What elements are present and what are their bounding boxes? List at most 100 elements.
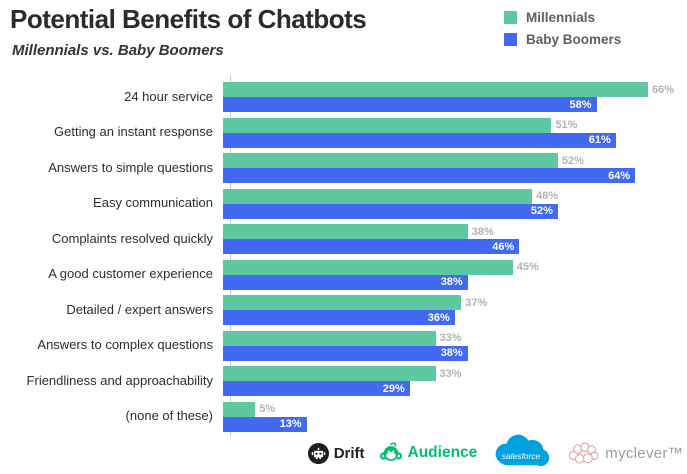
chart-rows: 24 hour service 66% 58% Getting an instant … <box>0 82 687 437</box>
millennials-value: 51% <box>555 119 578 131</box>
y-axis-line <box>230 76 231 436</box>
chart-row: A good customer experience 45% 38% <box>0 259 687 290</box>
bar-chart: 24 hour service 66% 58% Getting an instant … <box>0 76 687 438</box>
bar-line: 66% <box>223 82 687 97</box>
baby-boomers-value: 36% <box>427 311 450 324</box>
baby-boomers-value: 64% <box>608 169 631 182</box>
millennials-value: 52% <box>561 154 584 167</box>
bar-line: 5% <box>223 401 687 417</box>
chart-row: Answers to complex questions 33% 38% <box>0 330 687 361</box>
millennials-bar <box>223 401 256 417</box>
category-label: Answers to simple questions <box>48 159 213 175</box>
category-label: 24 hour service <box>124 88 213 104</box>
baby-boomers-value: 61% <box>588 134 611 146</box>
legend-item: Millennials <box>504 10 621 25</box>
millennials-value: 33% <box>439 332 462 344</box>
millennials-bar <box>223 153 558 168</box>
category-label: Detailed / expert answers <box>66 301 213 317</box>
baby-boomers-bar: 38% <box>223 345 468 361</box>
bar-pair: 37% 36% <box>222 295 687 325</box>
millennials-bar <box>223 366 436 381</box>
myclever-logo-text: myclever™ <box>605 444 683 462</box>
salesforce-logo-text: salesforce <box>502 451 541 461</box>
millennials-value: 38% <box>471 225 494 238</box>
bar-pair: 33% 38% <box>222 330 687 361</box>
millennials-bar <box>223 295 462 310</box>
baby-boomers-bar: 61% <box>223 132 616 148</box>
category-label: Getting an instant response <box>54 124 213 140</box>
category-label: (none of these) <box>125 408 213 424</box>
legend-item: Baby Boomers <box>504 32 621 47</box>
baby-boomers-value: 13% <box>279 418 302 430</box>
baby-boomers-value: 38% <box>440 276 463 288</box>
millennials-bar <box>223 259 513 275</box>
legend-label: Millennials <box>526 10 596 25</box>
baby-boomers-bar: 38% <box>223 274 468 290</box>
baby-boomers-value: 52% <box>530 205 553 217</box>
bar-line: 46% <box>223 239 687 254</box>
baby-boomers-bar: 36% <box>223 310 455 325</box>
category-label: Easy communication <box>93 195 213 211</box>
chart-row: Getting an instant response 51% 61% <box>0 117 687 148</box>
baby-boomers-value: 46% <box>492 240 515 253</box>
bar-line: 48% <box>223 188 687 204</box>
bar-pair: 33% 29% <box>222 366 687 396</box>
audience-logo: Audience <box>378 441 478 465</box>
baby-boomers-bar: 13% <box>223 416 307 432</box>
bar-pair: 48% 52% <box>222 188 687 219</box>
bar-pair: 51% 61% <box>222 117 687 148</box>
baby-boomers-bar: 58% <box>223 97 597 112</box>
millennials-bar <box>223 224 468 239</box>
bar-line: 29% <box>223 381 687 396</box>
legend-label: Baby Boomers <box>526 32 622 47</box>
baby-boomers-value: 58% <box>569 98 592 111</box>
myclever-logo: myclever™ <box>565 440 683 467</box>
chart-subtitle: Millennials vs. Baby Boomers <box>12 42 224 59</box>
bar-line: 38% <box>223 345 687 361</box>
chart-row: Detailed / expert answers 37% 36% <box>0 295 687 325</box>
drift-logo: Drift <box>307 442 365 465</box>
bar-line: 38% <box>223 274 687 290</box>
bar-line: 52% <box>223 153 687 168</box>
legend-swatch <box>504 11 517 24</box>
bar-line: 33% <box>223 330 687 346</box>
millennials-value: 48% <box>536 190 559 202</box>
bar-line: 36% <box>223 310 687 325</box>
millennials-bar <box>223 82 649 97</box>
drift-bot-icon <box>307 442 329 464</box>
category-label: Friendliness and approachability <box>26 372 213 388</box>
legend-swatch <box>504 33 517 46</box>
bar-line: 38% <box>223 224 687 239</box>
chart-row: 24 hour service 66% 58% <box>0 82 687 112</box>
audience-logo-text: Audience <box>407 444 478 461</box>
bar-pair: 5% 13% <box>222 401 687 432</box>
bar-pair: 45% 38% <box>222 259 687 290</box>
bar-pair: 66% 58% <box>222 82 687 112</box>
bar-line: 58% <box>223 97 687 112</box>
category-label: Complaints resolved quickly <box>51 230 213 246</box>
millennials-value: 45% <box>516 261 539 273</box>
bar-pair: 52% 64% <box>222 153 687 183</box>
chart-title: Potential Benefits of Chatbots <box>10 4 367 34</box>
salesforce-logo: salesforce <box>490 434 552 472</box>
chart-row: Friendliness and approachability 33% 29% <box>0 366 687 396</box>
audience-monkey-icon <box>379 442 402 461</box>
bar-line: 64% <box>223 168 687 183</box>
millennials-bar <box>223 330 436 346</box>
baby-boomers-bar: 46% <box>223 239 520 254</box>
millennials-value: 33% <box>439 367 462 380</box>
millennials-value: 5% <box>259 403 276 415</box>
legend: Millennials Baby Boomers <box>504 10 621 54</box>
bar-line: 61% <box>223 132 687 148</box>
millennials-value: 37% <box>465 296 488 309</box>
chart-row: Answers to simple questions 52% 64% <box>0 153 687 183</box>
millennials-bar <box>223 188 533 204</box>
bar-line: 45% <box>223 259 687 275</box>
category-label: Answers to complex questions <box>37 337 213 353</box>
bar-line: 13% <box>223 416 687 432</box>
bar-line: 37% <box>223 295 687 310</box>
chart-row: Easy communication 48% 52% <box>0 188 687 219</box>
baby-boomers-bar: 29% <box>223 381 410 396</box>
salesforce-cloud-icon: salesforce <box>495 434 550 467</box>
